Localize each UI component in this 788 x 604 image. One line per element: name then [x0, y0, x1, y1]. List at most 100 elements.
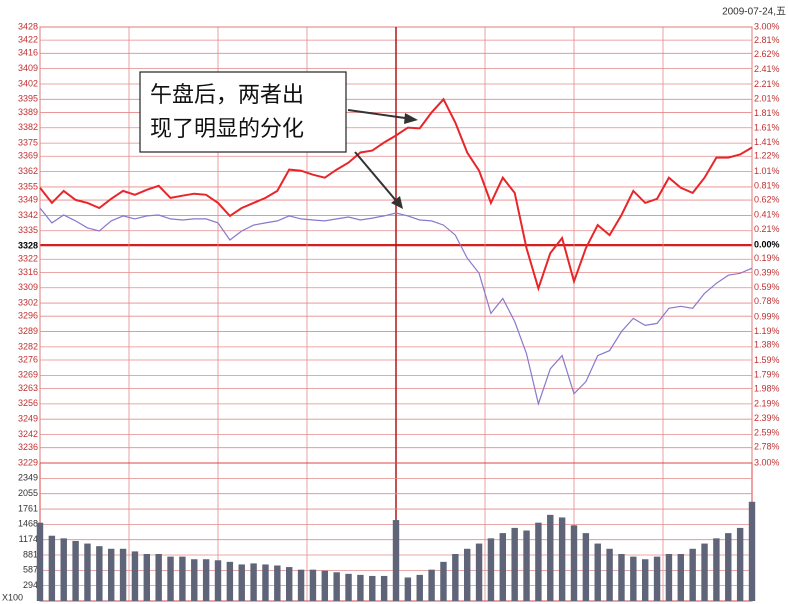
y2-tick-label: 2.81% — [754, 35, 780, 45]
date: 2009-07-24,五 — [722, 7, 786, 18]
volume-bar — [511, 527, 518, 601]
y2-tick-label: 1.81% — [754, 108, 780, 118]
y-tick-label: 3328 — [18, 240, 38, 250]
y2-tick-label: 2.39% — [754, 413, 780, 423]
y-tick-label: 3322 — [18, 254, 38, 264]
y-tick-label: 3269 — [18, 370, 38, 380]
y2-tick-label: 1.61% — [754, 122, 780, 132]
y-tick-label: 3382 — [18, 122, 38, 132]
volume-bar — [641, 559, 649, 601]
volume-bar — [736, 527, 744, 601]
y2-tick-label: 2.59% — [754, 428, 780, 438]
arrow-head — [404, 113, 418, 124]
y-tick-label: 3236 — [18, 442, 38, 452]
volume-bar — [285, 567, 293, 601]
volume-bar — [713, 538, 720, 601]
y-tick-label: 3362 — [18, 166, 38, 176]
volume-unit: X100 — [2, 592, 23, 602]
volume-bar — [262, 564, 269, 601]
y-tick-label: 3428 — [18, 21, 38, 31]
price-line — [39, 207, 753, 406]
volume-bar — [630, 556, 637, 601]
y-tick-label: 2055 — [18, 488, 38, 498]
volume-bar — [321, 570, 329, 601]
volume-bar — [143, 554, 151, 601]
volume-bar — [214, 560, 222, 601]
y2-tick-label: 2.19% — [754, 399, 780, 409]
y-tick-label: 3355 — [18, 181, 38, 191]
volume-bar — [725, 533, 732, 601]
y-tick-label: 3395 — [18, 94, 38, 104]
volume-bar — [404, 577, 412, 601]
y-tick-label: 3342 — [18, 210, 38, 220]
volume-bar — [440, 561, 447, 601]
volume-bar — [463, 548, 471, 601]
volume-bar — [689, 548, 696, 601]
y-tick-label: 3316 — [18, 267, 38, 277]
y-tick-label: 3242 — [18, 429, 38, 439]
volume-bar — [191, 559, 198, 601]
y-tick-label: 3289 — [18, 326, 38, 336]
volume-bar — [369, 575, 376, 601]
y2-tick-label: 0.00% — [754, 239, 780, 249]
arrow-head — [391, 196, 403, 209]
volume-bar — [131, 551, 139, 601]
volume-bar — [226, 561, 234, 601]
y-tick-label: 3263 — [18, 383, 38, 393]
volume-bar — [570, 525, 578, 601]
y-tick-label: 1761 — [18, 503, 38, 513]
y2-tick-label: 3.00% — [754, 21, 780, 31]
y-tick-label: 3375 — [18, 137, 38, 147]
y2-tick-label: 2.21% — [754, 79, 780, 89]
y2-tick-label: 0.62% — [754, 194, 780, 204]
y2-tick-label: 0.78% — [754, 296, 780, 306]
y2-tick-label: 0.19% — [754, 253, 780, 263]
y2-tick-label: 0.59% — [754, 282, 780, 292]
y-tick-label: 3422 — [18, 35, 38, 45]
volume-bar — [535, 522, 542, 601]
y-tick-label: 3302 — [18, 297, 38, 307]
y-tick-label: 3256 — [18, 398, 38, 408]
y2-tick-label: 1.98% — [754, 383, 780, 393]
volume-bar — [523, 530, 530, 601]
y-tick-label: 3409 — [18, 63, 38, 73]
y2-tick-label: 0.39% — [754, 268, 780, 278]
volume-bar — [48, 535, 56, 601]
volume-bar — [84, 543, 91, 601]
y2-tick-label: 0.41% — [754, 210, 780, 220]
y-tick-label: 587 — [23, 565, 38, 575]
volume-bar — [107, 548, 115, 601]
volume-bar — [582, 533, 590, 601]
y-tick-label: 2349 — [18, 473, 38, 483]
annotation: 午盘后，两者出 现了明显的分化 — [139, 71, 418, 209]
volume-bar — [309, 569, 317, 601]
y2-tick-label: 1.38% — [754, 340, 780, 350]
y2-tick-label: 1.59% — [754, 355, 780, 365]
volume-bar — [274, 565, 281, 601]
volume-bar — [547, 514, 554, 601]
volume-bar — [155, 554, 162, 601]
y2-tick-label: 1.19% — [754, 326, 780, 336]
y2-tick-label: 3.00% — [754, 457, 780, 467]
volume-bar — [345, 573, 352, 601]
volume-bar — [357, 574, 364, 601]
volume-bar — [558, 517, 566, 601]
annotation-text: 午盘后，两者出 — [150, 83, 304, 108]
arrow — [347, 109, 413, 120]
volume-bar — [60, 538, 67, 601]
y2-tick-label: 2.01% — [754, 93, 780, 103]
y2-tick-label: 1.01% — [754, 166, 780, 176]
y-tick-label: 3249 — [18, 414, 38, 424]
volume-bar — [487, 538, 495, 601]
volume-bar — [36, 522, 44, 601]
volume-bar — [618, 554, 625, 601]
annotation-box — [139, 71, 347, 153]
volume-bar — [416, 574, 423, 601]
y-tick-label: 881 — [23, 549, 38, 559]
volume-bar — [499, 533, 507, 601]
y-tick-label: 3369 — [18, 151, 38, 161]
y-tick-label: 3296 — [18, 311, 38, 321]
annotation-text: 现了明显的分化 — [150, 117, 304, 142]
y-tick-label: 1174 — [19, 534, 38, 544]
